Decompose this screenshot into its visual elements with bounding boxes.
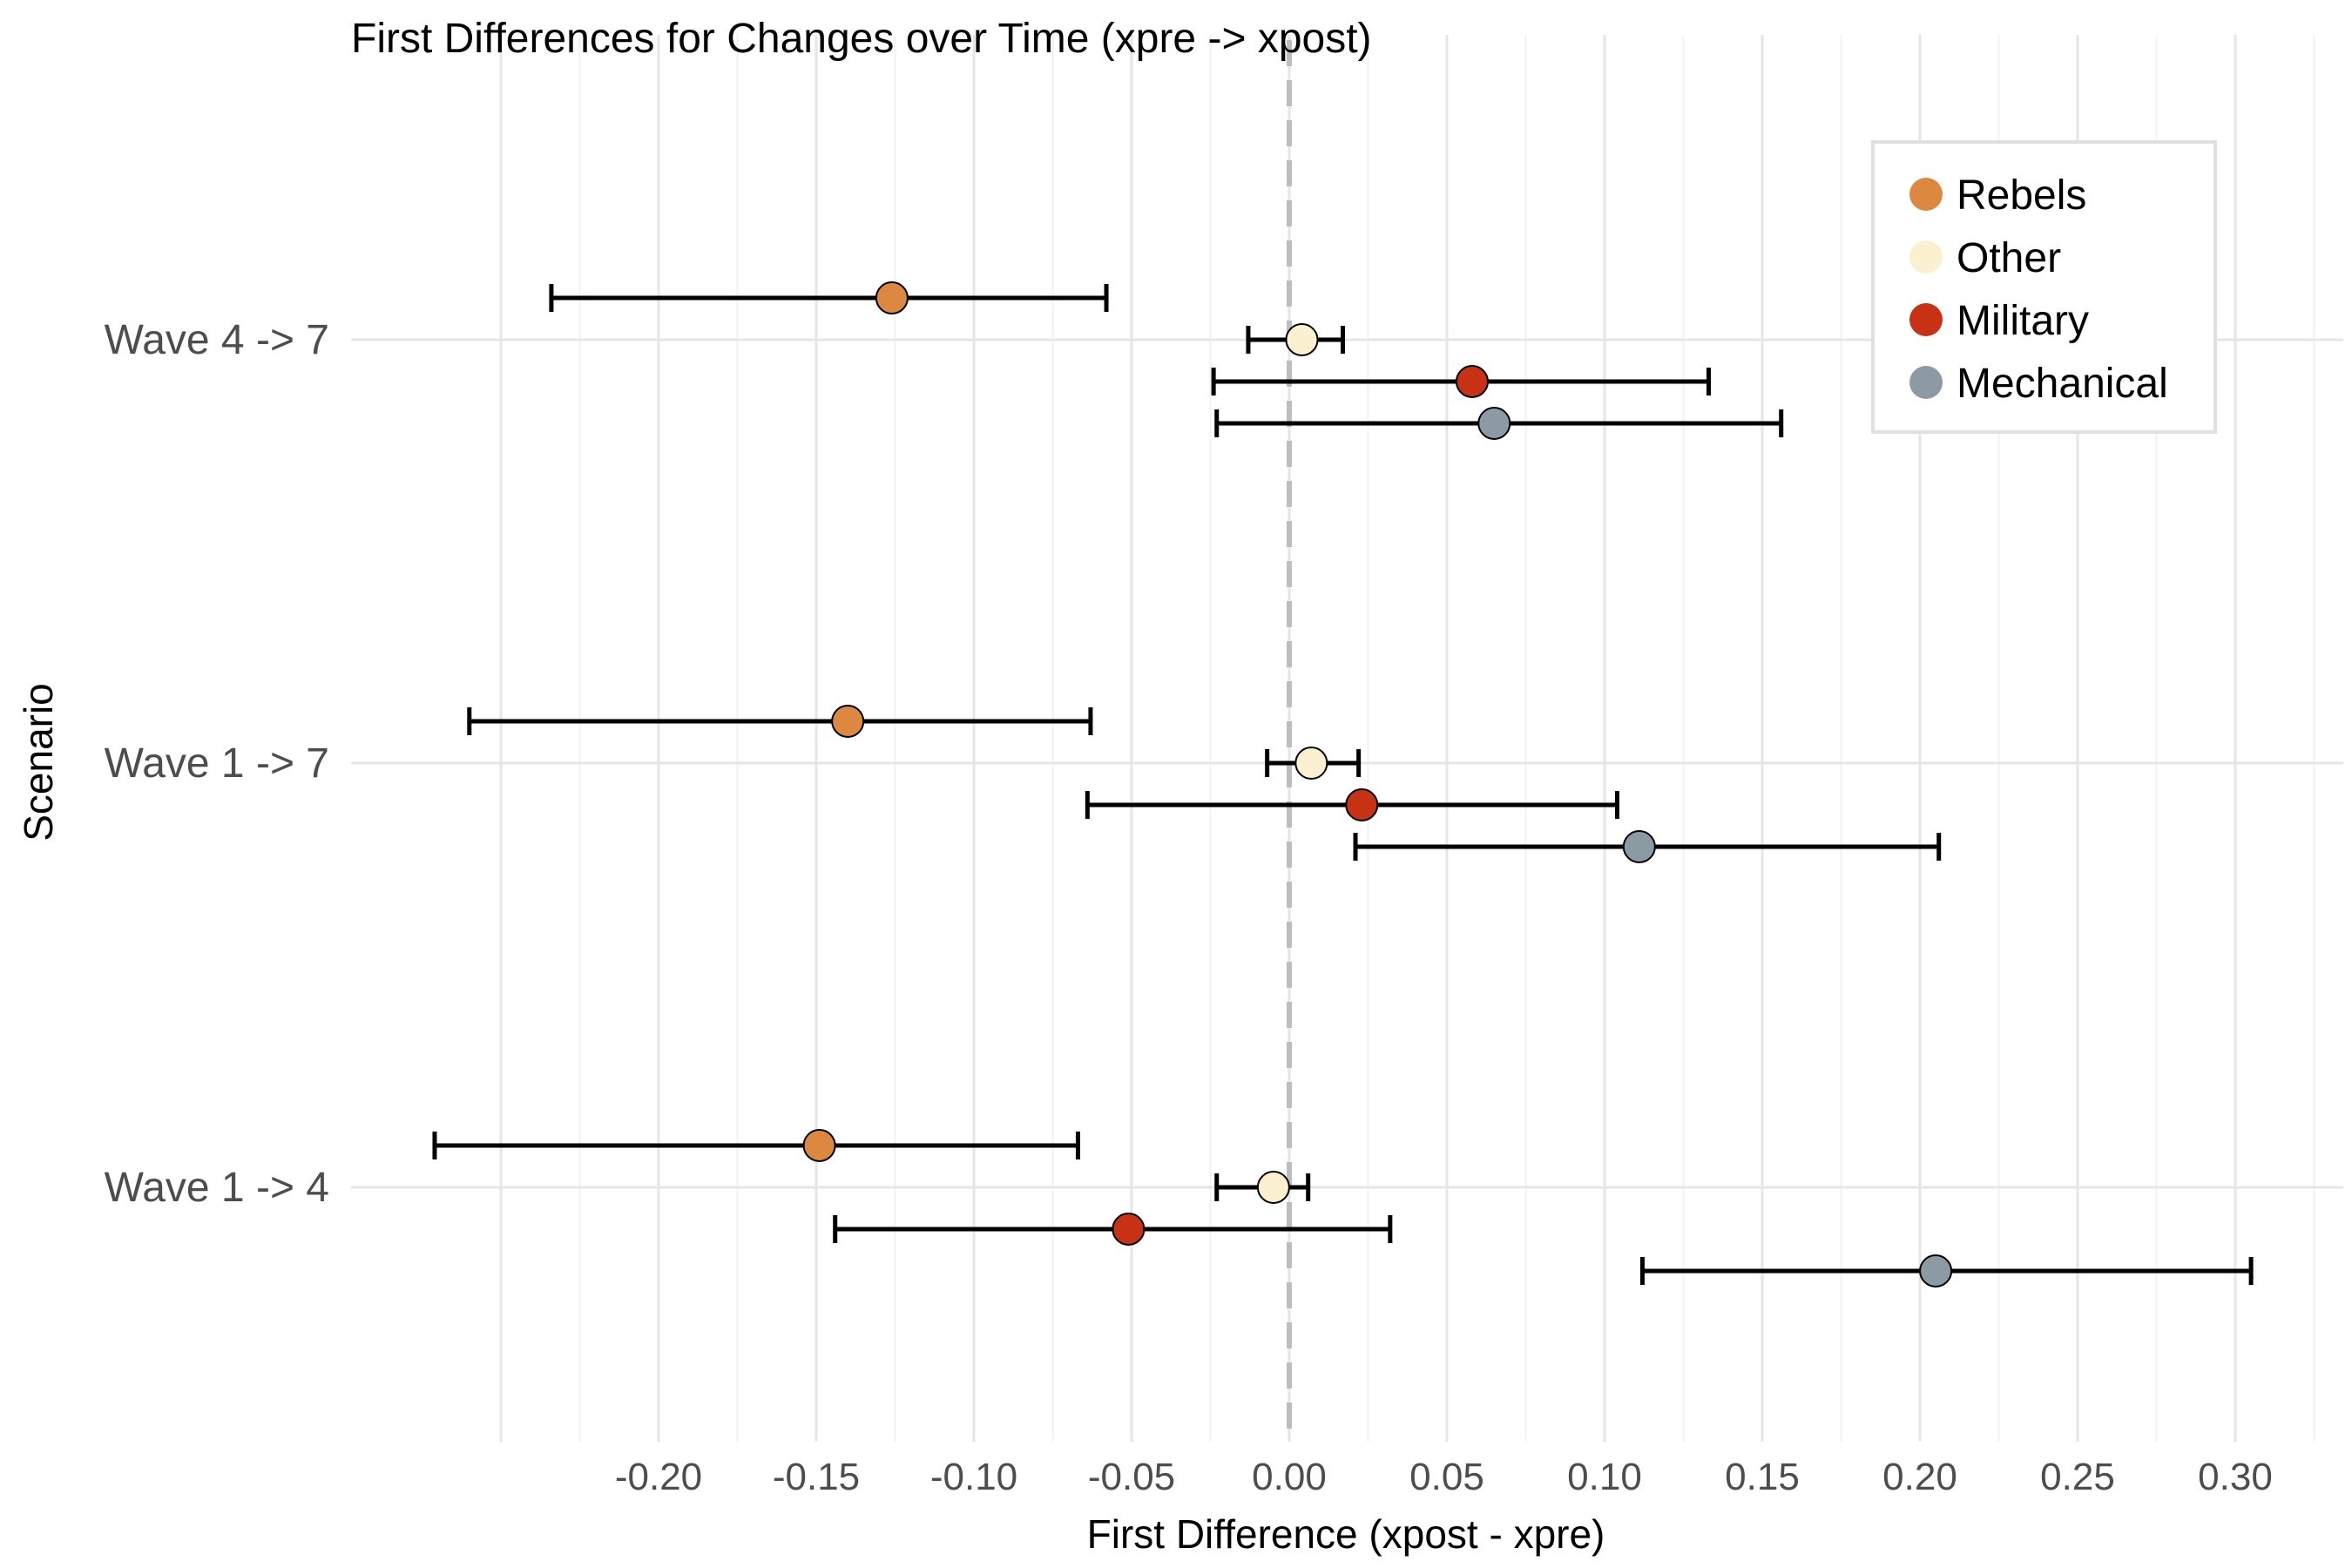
y-tick-labels: Wave 4 -> 7 Wave 1 -> 7 Wave 1 -> 4 bbox=[105, 317, 329, 1211]
legend-label: Mechanical bbox=[1957, 361, 2168, 407]
legend: Rebels Other Military Mechanical bbox=[1871, 140, 2217, 434]
point-mechanical-wave-1-4 bbox=[1919, 1254, 1953, 1288]
y-tick-label: Wave 1 -> 7 bbox=[105, 740, 329, 787]
x-tick-label: 0.30 bbox=[2198, 1456, 2273, 1498]
legend-swatch bbox=[1909, 366, 1943, 399]
x-tick-label: -0.20 bbox=[615, 1456, 702, 1498]
y-axis-label: Scenario bbox=[16, 683, 61, 841]
x-tick-label: 0.05 bbox=[1409, 1456, 1484, 1498]
legend-item-military: Military bbox=[1909, 298, 2089, 344]
error-bar-rebels-wave-1-4 bbox=[432, 1132, 1080, 1159]
legend-label: Other bbox=[1957, 235, 2061, 281]
point-military-wave-4-7 bbox=[1455, 365, 1489, 398]
x-tick-label: 0.20 bbox=[1882, 1456, 1957, 1498]
point-rebels-wave-1-7 bbox=[831, 705, 865, 738]
legend-swatch bbox=[1909, 178, 1943, 211]
x-tick-label: -0.05 bbox=[1088, 1456, 1175, 1498]
point-rebels-wave-4-7 bbox=[875, 281, 909, 314]
x-axis-label: First Difference (xpost - xpre) bbox=[1087, 1511, 1605, 1557]
point-mechanical-wave-4-7 bbox=[1477, 407, 1511, 440]
grid bbox=[351, 35, 2343, 1442]
legend-swatch bbox=[1909, 240, 1943, 274]
error-bars bbox=[432, 284, 2254, 1285]
error-bar-rebels-wave-4-7 bbox=[549, 284, 1109, 312]
x-tick-label: 0.25 bbox=[2040, 1456, 2115, 1498]
y-tick-label: Wave 4 -> 7 bbox=[105, 317, 329, 363]
point-military-wave-1-4 bbox=[1112, 1213, 1146, 1246]
error-bar-rebels-wave-1-7 bbox=[467, 707, 1093, 735]
x-tick-label: -0.10 bbox=[930, 1456, 1017, 1498]
point-rebels-wave-1-4 bbox=[802, 1129, 836, 1162]
legend-item-rebels: Rebels bbox=[1909, 172, 2086, 219]
chart-title: First Differences for Changes over Time … bbox=[351, 16, 1372, 62]
point-other-wave-1-4 bbox=[1256, 1171, 1290, 1204]
point-other-wave-4-7 bbox=[1285, 323, 1319, 356]
legend-label: Rebels bbox=[1957, 172, 2086, 219]
legend-swatch bbox=[1909, 303, 1943, 336]
x-tick-label: 0.15 bbox=[1725, 1456, 1800, 1498]
x-tick-label: -0.15 bbox=[773, 1456, 860, 1498]
data-points bbox=[802, 281, 1953, 1288]
x-tick-labels: -0.20 -0.15 -0.10 -0.05 0.00 0.05 0.10 0.15 0.20… bbox=[615, 1456, 2273, 1498]
x-tick-label: 0.00 bbox=[1252, 1456, 1327, 1498]
y-tick-label: Wave 1 -> 4 bbox=[105, 1165, 329, 1211]
legend-label: Military bbox=[1957, 298, 2089, 344]
legend-item-mechanical: Mechanical bbox=[1909, 361, 2168, 407]
point-military-wave-1-7 bbox=[1345, 788, 1379, 821]
point-mechanical-wave-1-7 bbox=[1622, 830, 1656, 863]
legend-item-other: Other bbox=[1909, 235, 2061, 281]
x-tick-label: 0.10 bbox=[1567, 1456, 1642, 1498]
point-other-wave-1-7 bbox=[1294, 747, 1328, 780]
